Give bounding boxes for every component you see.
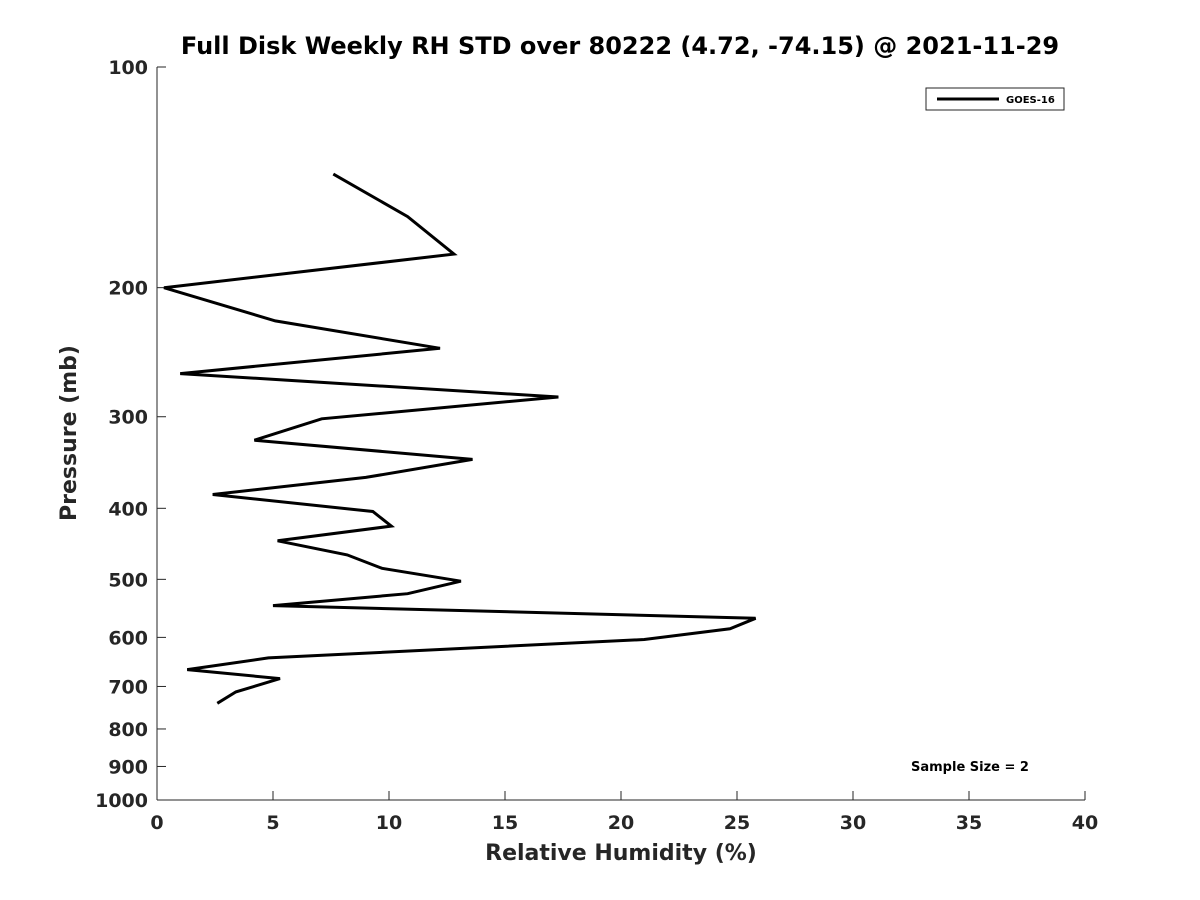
x-tick-label: 15 xyxy=(492,812,518,834)
x-tick-label: 25 xyxy=(724,812,750,834)
plot-area: 0 5 10 15 20 25 30 35 40 100 200 300 400 500 600 700 80… xyxy=(95,57,1098,834)
y-tick-label: 700 xyxy=(108,676,148,698)
y-axis-ticks: 100 200 300 400 500 600 700 800 900 1000 xyxy=(95,57,166,812)
x-tick-label: 35 xyxy=(956,812,982,834)
x-tick-label: 40 xyxy=(1072,812,1098,834)
y-tick-label: 300 xyxy=(108,407,148,429)
x-axis-label: Relative Humidity (%) xyxy=(485,841,757,866)
x-tick-label: 0 xyxy=(150,812,163,834)
y-tick-label: 600 xyxy=(108,627,148,649)
series-layer xyxy=(163,172,757,705)
chart-title: Full Disk Weekly RH STD over 80222 (4.72… xyxy=(181,32,1059,60)
legend: GOES-16 xyxy=(925,87,1065,111)
y-tick-label: 400 xyxy=(108,498,148,520)
y-axis-label: Pressure (mb) xyxy=(57,345,82,521)
y-tick-label: 100 xyxy=(108,57,148,79)
y-tick-label: 1000 xyxy=(95,790,148,812)
legend-label-goes-16: GOES-16 xyxy=(1006,95,1055,106)
y-tick-label: 800 xyxy=(108,719,148,741)
x-axis-ticks: 0 5 10 15 20 25 30 35 40 xyxy=(150,791,1098,834)
x-tick-label: 30 xyxy=(840,812,866,834)
sample-size-annotation: Sample Size = 2 xyxy=(911,760,1029,775)
x-tick-label: 10 xyxy=(376,812,402,834)
x-tick-label: 5 xyxy=(266,812,279,834)
y-tick-label: 200 xyxy=(108,278,148,300)
y-tick-label: 500 xyxy=(108,569,148,591)
x-tick-label: 20 xyxy=(608,812,634,834)
y-tick-label: 900 xyxy=(108,756,148,778)
